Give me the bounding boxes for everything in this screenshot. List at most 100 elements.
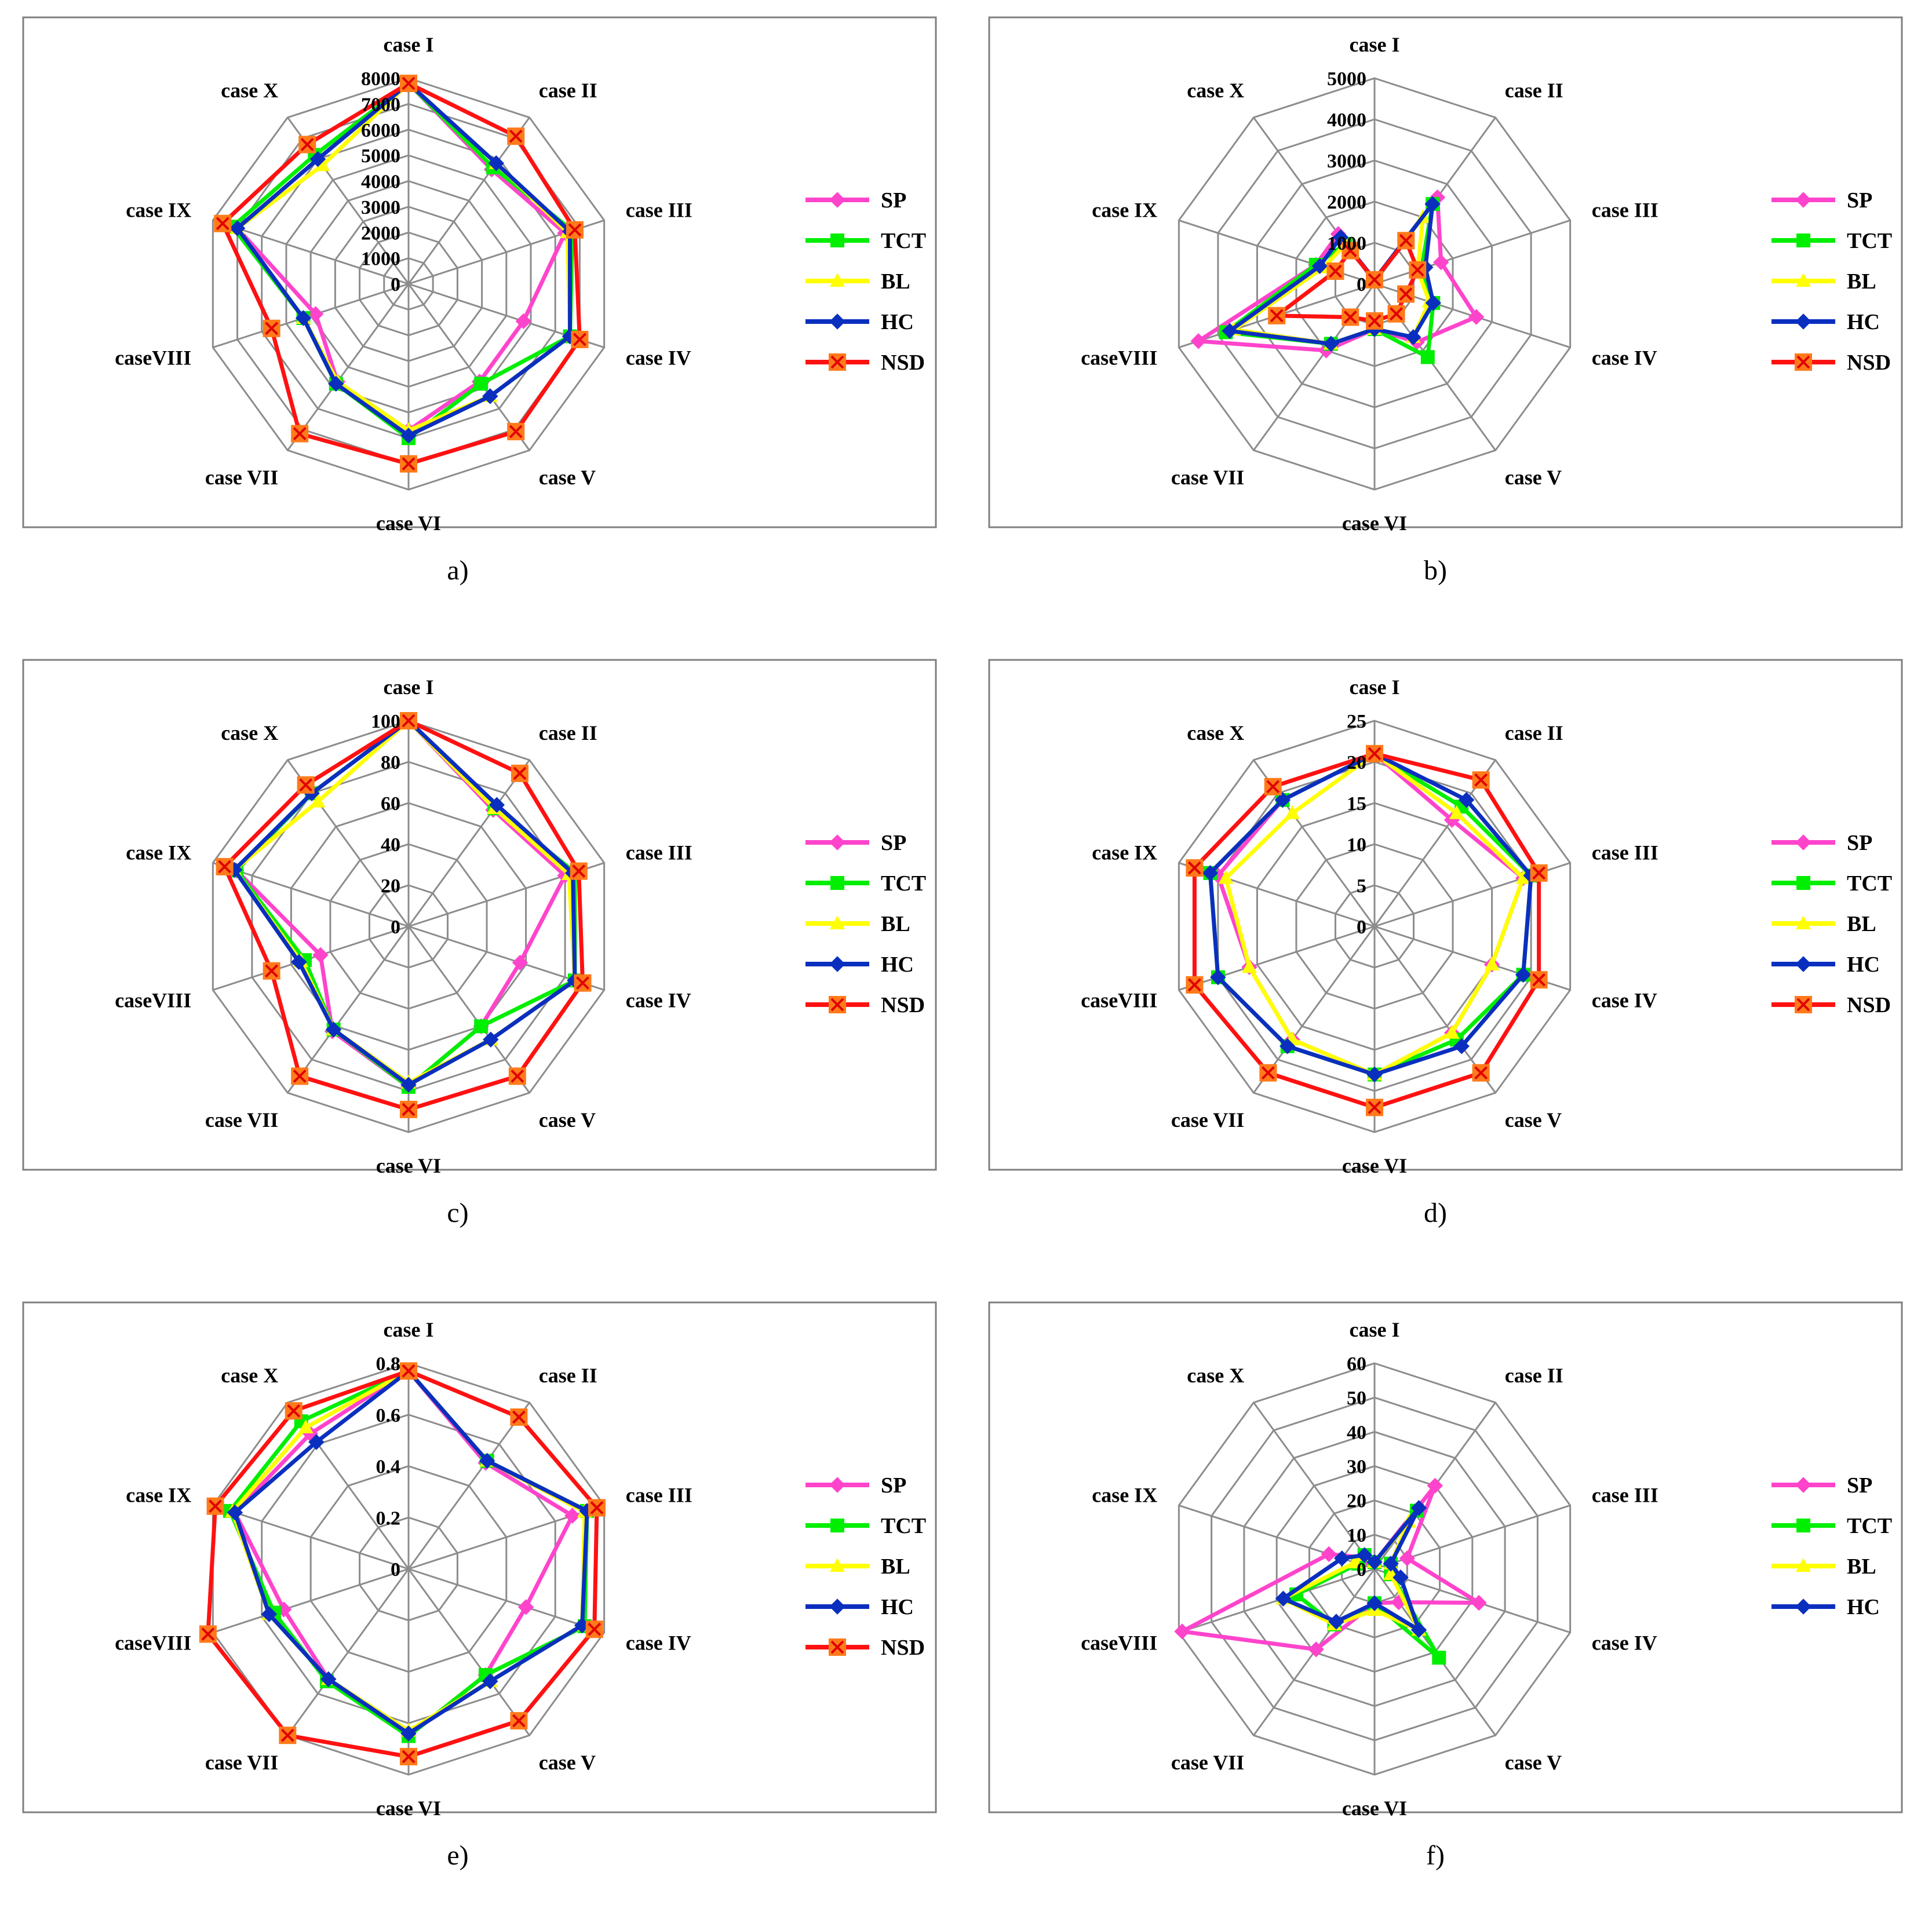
marker-nsd-4 [1472,1064,1490,1082]
category-labels: case I case II case III case IV case V case V… [115,676,692,1177]
tick-label: 0.6 [376,1405,401,1426]
grid-spoke [212,219,409,285]
grid-spoke [1253,1402,1376,1570]
marker-nsd-8 [206,1497,224,1515]
legend-item-bl: BL [805,912,910,936]
marker-nsd-legend [829,996,846,1013]
marker-hc-3 [1425,295,1441,311]
tick-labels: 0 10 20 30 40 50 60 [1347,1353,1366,1581]
marker-bl-3 [1484,956,1500,970]
marker-hc-8 [227,1504,243,1521]
category-label: case III [1592,1483,1658,1506]
marker-hc-legend [1795,313,1811,330]
legend-item-hc: HC [1771,952,1880,977]
marker-nsd-0 [400,74,417,92]
category-labels: case I case II case III case IV case V case V… [115,33,692,535]
marker-nsd-1 [1397,232,1415,250]
category-label: case IV [626,346,691,370]
legend-item-tct: TCT [1771,1514,1892,1538]
marker-nsd-7 [199,1625,217,1643]
tick-label: 0 [1357,1559,1366,1581]
category-label: case IV [1592,346,1657,370]
marker-sp-legend [1795,192,1811,208]
marker-sp-legend [1795,1477,1811,1493]
category-label: case V [539,466,596,489]
legend-label: SP [1847,831,1872,855]
marker-tct-4 [474,377,489,391]
marker-sp-2 [1433,254,1449,271]
marker-hc-8 [229,220,246,236]
legend-label: NSD [1847,351,1891,375]
marker-bl-legend [830,273,845,287]
marker-nsd-2 [1530,864,1548,882]
legend-label: NSD [881,351,925,375]
series-nsd [1186,744,1548,1116]
tick-label: 4000 [1327,110,1366,131]
tick-label: 5 [1357,875,1366,897]
legend-label: BL [881,1554,910,1579]
marker-hc-1 [1424,196,1441,212]
grid-spoke [212,1568,409,1634]
legend-item-bl: BL [1771,1554,1876,1579]
marker-hc-8 [1311,258,1328,274]
marker-nsd-1 [1472,771,1490,789]
marker-bl-7 [1241,959,1257,973]
legend-item-hc: HC [1771,310,1880,334]
tick-label: 10 [1347,1525,1366,1546]
tick-label: 40 [381,834,400,856]
marker-tct-4 [1420,350,1435,364]
category-label: case X [221,79,278,102]
marker-nsd-9 [285,1402,302,1420]
category-labels: case I case II case III case IV case V case V… [115,1318,692,1820]
legend-item-sp: SP [805,1473,906,1498]
marker-hc-4 [483,1031,499,1048]
marker-tct-legend [1796,876,1810,890]
marker-bl-9 [310,793,326,808]
category-label: case IX [126,841,191,864]
legend-item-bl: BL [805,1554,910,1579]
marker-hc-9 [1332,229,1349,246]
marker-nsd-4 [507,422,525,440]
category-label: caseVIII [1081,1632,1157,1655]
category-label: case IX [1092,841,1157,864]
category-labels: case I case II case III case IV case V case V… [1081,676,1658,1177]
category-label: caseVIII [115,346,191,370]
category-label: case II [1505,79,1563,102]
marker-bl-legend [830,1558,845,1572]
category-label: caseVIII [115,989,191,1012]
legend-item-tct: TCT [1771,871,1892,896]
radar-grid [1178,1362,1572,1776]
tick-label: 20 [1347,1491,1366,1512]
legend-item-tct: TCT [805,1514,926,1538]
category-label: case III [1592,198,1658,221]
marker-tct-legend [830,1519,844,1532]
marker-hc-4 [482,1673,498,1689]
legend-label: BL [881,912,910,936]
marker-nsd-7 [1268,306,1286,324]
category-label: case III [626,841,692,864]
tick-label: 0 [1357,274,1366,295]
marker-nsd-8 [214,214,232,232]
marker-hc-6 [1328,1614,1344,1630]
tick-label: 0.8 [376,1353,401,1375]
tick-label: 0 [1357,917,1366,938]
category-label: case V [1505,1751,1562,1774]
marker-hc-8 [1334,1550,1350,1567]
grid-spoke [212,1504,409,1570]
category-label: case VII [205,1108,278,1132]
legend-label: HC [881,310,914,334]
legend-label: SP [881,188,906,213]
legend-item-hc: HC [805,1595,914,1619]
chart-frame [22,1301,937,1813]
marker-tct-legend [1796,1519,1810,1532]
legend-item-sp: SP [805,188,906,213]
marker-sp-1 [1427,1477,1443,1494]
legend-label: HC [881,952,914,977]
marker-hc-6 [1280,1038,1296,1054]
marker-hc-6 [328,375,344,392]
legend-item-nsd: NSD [805,1636,925,1660]
legend-label: HC [1847,310,1880,334]
